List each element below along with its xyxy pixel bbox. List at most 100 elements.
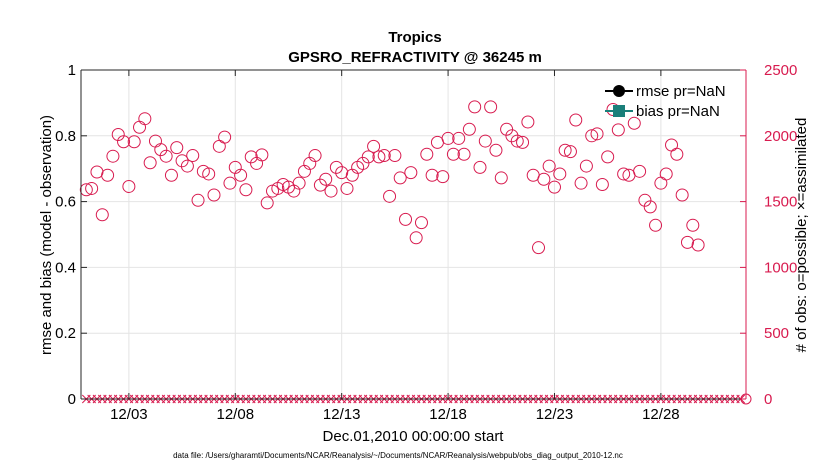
y-left-tick-label: 1 (68, 62, 76, 79)
obs-possible-point (106, 149, 120, 163)
obs-possible-point (521, 115, 535, 129)
obs-possible-point (537, 172, 551, 186)
obs-possible-point (563, 145, 577, 159)
obs-possible-point (542, 159, 556, 173)
obs-possible-point (79, 183, 93, 197)
obs-possible-point (617, 167, 631, 181)
obs-possible-point (611, 123, 625, 137)
obs-possible-point (409, 231, 423, 245)
obs-possible-point (579, 159, 593, 173)
obs-possible-point (484, 100, 498, 114)
plot-area (81, 70, 746, 399)
y-right-tick-label: 0 (764, 391, 772, 408)
obs-possible-point (494, 171, 508, 185)
obs-possible-point (292, 176, 306, 190)
obs-possible-point (489, 143, 503, 157)
obs-possible-point (223, 176, 237, 190)
obs-possible-point (595, 177, 609, 191)
chart-title: Tropics (388, 29, 441, 46)
x-tick-label: 12/23 (536, 406, 574, 423)
obs-possible-point (686, 218, 700, 232)
obs-possible-point (319, 172, 333, 186)
obs-possible-point (627, 116, 641, 130)
obs-possible-point (633, 164, 647, 178)
obs-possible-point (446, 147, 460, 161)
obs-possible-point (191, 193, 205, 207)
x-tick-label: 12/18 (429, 406, 467, 423)
obs-possible-point (101, 168, 115, 182)
obs-possible-point (361, 150, 375, 164)
obs-possible-point (425, 168, 439, 182)
y-left-tick-label: 0 (68, 391, 76, 408)
obs-possible-point (202, 167, 216, 181)
x-tick-label: 12/28 (642, 406, 680, 423)
obs-possible-point (372, 150, 386, 164)
obs-possible-point (164, 168, 178, 182)
obs-possible-point (127, 135, 141, 149)
obs-possible-point (117, 135, 131, 149)
obs-possible-point (532, 241, 546, 255)
obs-possible-point (159, 149, 173, 163)
obs-possible-point (218, 130, 232, 144)
y-left-tick-label: 0.6 (55, 194, 76, 211)
obs-possible-point (452, 131, 466, 145)
x-tick-label: 12/13 (323, 406, 361, 423)
obs-possible-point (670, 147, 684, 161)
obs-possible-point (244, 150, 258, 164)
obs-possible-point (122, 179, 136, 193)
y-right-tick-label: 1000 (764, 259, 797, 276)
legend-rmse-label: rmse pr=NaN (636, 83, 726, 100)
obs-possible-point (436, 170, 450, 184)
legend: rmse pr=NaN bias pr=NaN (605, 83, 726, 120)
obs-possible-point (500, 122, 514, 136)
obs-possible-point (505, 129, 519, 143)
obs-possible-point (138, 112, 152, 126)
y-right-tick-label: 500 (764, 325, 789, 342)
obs-possible-point (585, 129, 599, 143)
obs-possible-point (420, 147, 434, 161)
obs-possible-point (414, 216, 428, 230)
y-left-axis-label: rmse and bias (model - observation) (38, 115, 55, 355)
obs-possible-point (175, 154, 189, 168)
obs-possible-point (601, 150, 615, 164)
y-right-tick-label: 2000 (764, 128, 797, 145)
obs-possible-point (207, 188, 221, 202)
legend-bias-marker (613, 105, 625, 117)
obs-possible-point (170, 141, 184, 155)
y-right-axis-label: # of obs: o=possible; ×=assimilated (793, 118, 810, 353)
obs-possible-point (329, 160, 343, 174)
obs-possible-point (340, 181, 354, 195)
chart-subtitle: GPSRO_REFRACTIVITY @ 36245 m (288, 49, 542, 66)
obs-possible-point (324, 184, 338, 198)
obs-possible-point (388, 149, 402, 163)
obs-possible-point (643, 200, 657, 214)
obs-possible-point (473, 160, 487, 174)
obs-possible-point (659, 167, 673, 181)
y-left-tick-label: 0.8 (55, 128, 76, 145)
obs-possible-point (675, 188, 689, 202)
obs-possible-point (234, 168, 248, 182)
x-tick-label: 12/08 (217, 406, 255, 423)
obs-possible-point (335, 166, 349, 180)
obs-possible-point (377, 149, 391, 163)
obs-possible-point (574, 176, 588, 190)
y-right-tick-label: 2500 (764, 62, 797, 79)
obs-possible-point (85, 181, 99, 195)
obs-possible-point (154, 143, 168, 157)
y-right-tick-label: 1500 (764, 194, 797, 211)
obs-possible-point (186, 149, 200, 163)
obs-possible-point (383, 189, 397, 203)
obs-possible-point (356, 156, 370, 170)
obs-possible-point (457, 147, 471, 161)
obs-possible-point (691, 238, 705, 252)
legend-bias-label: bias pr=NaN (636, 103, 720, 120)
obs-possible-point (143, 156, 157, 170)
obs-possible-point (393, 171, 407, 185)
obs-possible-point (260, 196, 274, 210)
data-file-footnote: data file: /Users/gharamti/Documents/NCA… (173, 451, 623, 460)
obs-possible-point (478, 134, 492, 148)
obs-possible-point (547, 180, 561, 194)
obs-possible-point (367, 139, 381, 153)
obs-possible-point (95, 208, 109, 222)
obs-possible-point (553, 167, 567, 181)
